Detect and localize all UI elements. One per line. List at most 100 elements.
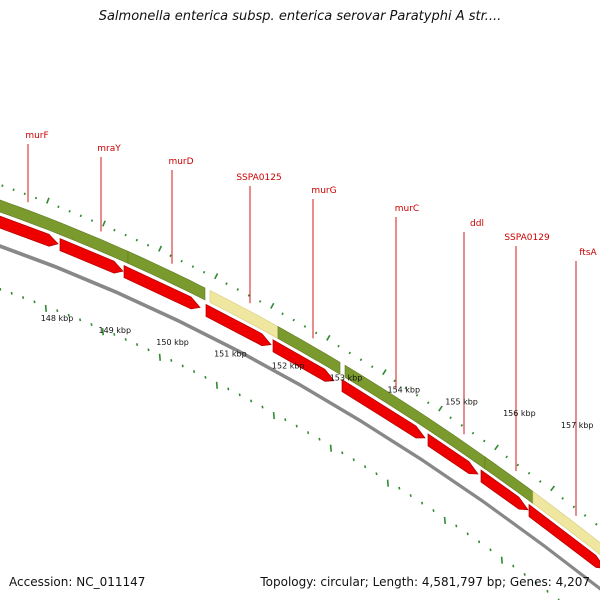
minor-tick [225,282,228,285]
minor-tick [538,480,542,483]
gene-label: murG [311,186,336,196]
gene-label: murF [25,131,48,141]
major-tick [102,220,106,227]
minor-tick [348,351,352,355]
minor-tick [236,288,239,291]
minor-tick [146,243,150,247]
minor-tick [57,205,60,209]
kbp-label: 152 kbp [272,362,305,371]
kbp-labels: 148 kbp 149 kbp 150 kbp 151 kbp 152 kbp 153 k… [41,314,594,430]
major-tick [386,479,389,487]
gene-arrow [341,378,426,439]
major-tick [158,353,161,361]
minor-tick [79,318,82,322]
minor-tick [1,184,4,187]
gene-label-group: murG [311,186,337,339]
minor-tick [169,254,172,258]
major-tick [443,516,446,525]
minor-tick [337,344,340,348]
minor-tick [594,522,598,526]
minor-tick [512,564,515,568]
minor-tick [204,375,207,379]
minor-tick [124,233,127,237]
major-tick [500,556,503,564]
gene-arrow [272,339,335,382]
minor-tick [124,337,127,341]
minor-tick [193,370,196,374]
minor-tick [314,331,318,335]
minor-tick [546,589,549,593]
minor-tick [284,418,287,422]
minor-tick [583,514,587,517]
minor-tick [523,572,526,576]
major-tick [46,197,50,204]
minor-tick [135,238,139,242]
gene-label-group: SSPA0129 [504,233,550,472]
gene-label-group: murF [25,131,49,203]
gene-arrow [0,215,59,247]
minor-tick [352,458,355,462]
gene-label-group: mraY [97,144,121,232]
minor-tick [136,343,139,346]
minor-tick [202,270,206,274]
minor-tick [449,416,452,420]
minor-tick [482,439,486,443]
kbp-label: 149 kbp [98,326,131,335]
kbp-label: 154 kbp [387,385,420,394]
minor-tick [79,214,82,218]
kbp-label: 151 kbp [214,350,247,359]
gene-label: murC [395,204,419,214]
minor-tick [258,300,262,303]
minor-tick [460,424,464,427]
arrow-track [0,215,600,569]
minor-tick [34,196,38,200]
minor-tick [404,386,408,390]
minor-tick [261,405,264,409]
gene-label: SSPA0129 [504,233,550,243]
genome-summary-text: Topology: circular; Length: 4,581,797 bp… [260,575,590,589]
minor-tick [181,364,184,368]
cds-block [277,325,341,375]
minor-tick [227,387,230,391]
minor-tick [415,393,419,397]
cds-block [127,250,206,301]
minor-tick [90,323,93,327]
minor-tick [67,313,70,317]
minor-tick [68,209,71,213]
minor-tick [359,358,363,362]
minor-tick [113,332,116,336]
cds-block-pale [532,490,600,555]
major-tick [215,381,218,389]
minor-tick [113,228,116,232]
minor-tick [432,509,435,513]
major-tick [101,328,104,336]
major-tick [270,302,275,309]
kbp-label: 156 kbp [503,409,536,418]
map-title: Salmonella enterica subsp. enterica sero… [98,9,502,24]
kbp-label: 155 kbp [445,397,478,406]
gene-label-group: murC [395,204,419,390]
gene-arrow [480,469,529,511]
minor-tick [307,431,310,435]
gene-arrow [123,265,201,310]
minor-tick [505,455,508,459]
kbp-label: 148 kbp [41,314,74,323]
major-tick [158,245,163,252]
gene-label-group: murD [168,157,194,264]
minor-tick [281,312,284,316]
minor-tick [33,300,36,304]
minor-tick [247,294,251,297]
minor-tick [398,486,401,490]
kbp-label: 150 kbp [156,338,189,347]
minor-tick [572,505,576,509]
minor-tick [426,401,430,405]
minor-tick [22,296,25,299]
backbone-line [0,244,600,591]
minor-tick [421,501,424,505]
gene-label: ftsA [579,248,597,258]
minor-tick [375,472,378,476]
backbone [0,244,600,591]
minor-tick [191,265,195,268]
minor-tick [23,192,26,196]
